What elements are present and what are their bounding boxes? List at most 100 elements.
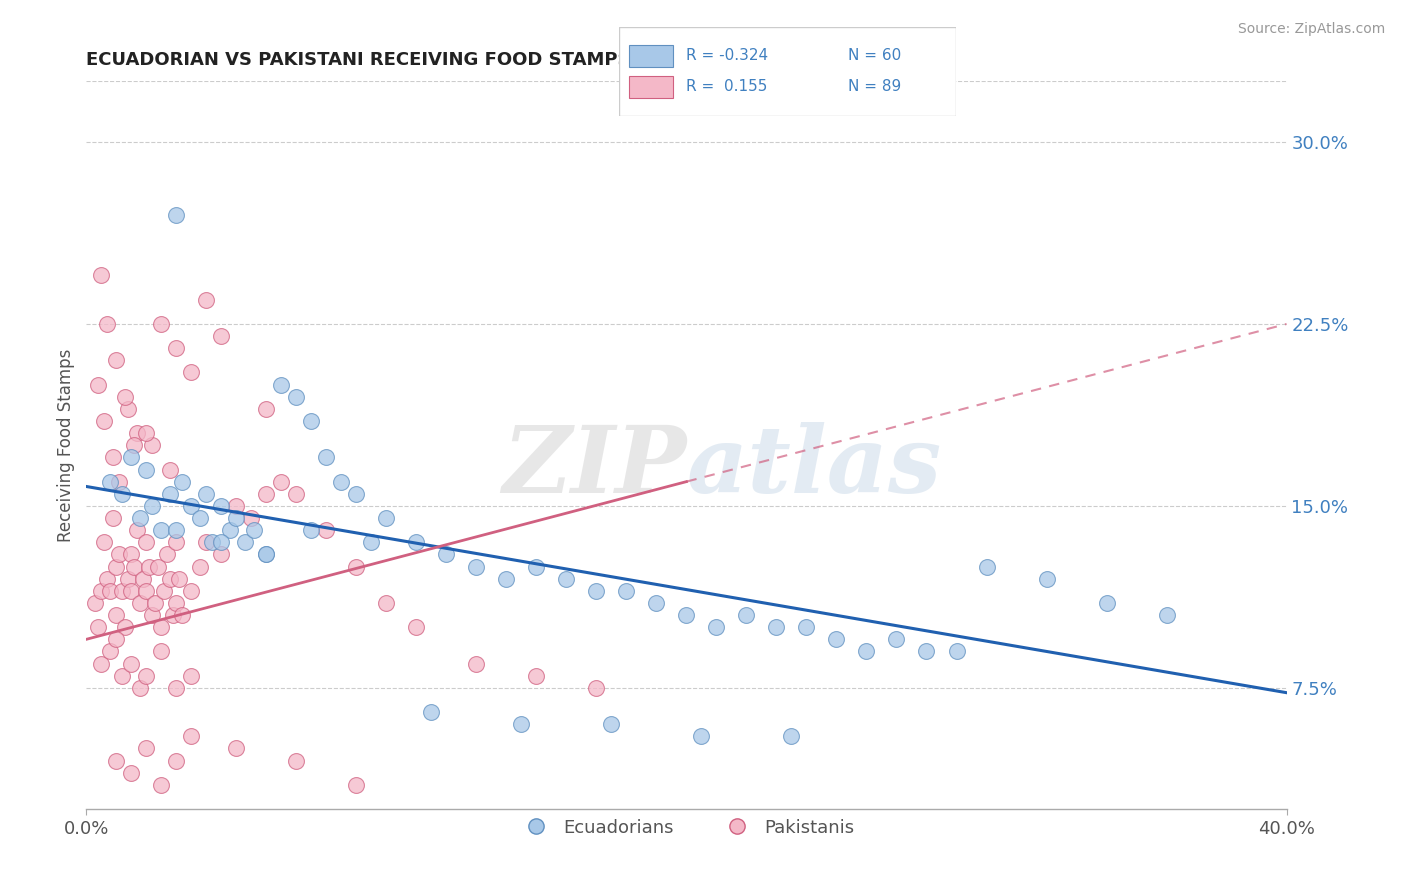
Point: [945, 644, 967, 658]
Text: R = -0.324: R = -0.324: [686, 48, 768, 62]
Point: [129, 681, 152, 695]
Point: [330, 475, 353, 489]
Point: [315, 523, 337, 537]
Point: [127, 523, 149, 537]
Point: [180, 366, 202, 380]
Point: [129, 511, 152, 525]
Point: [150, 317, 173, 331]
Point: [825, 632, 848, 647]
Point: [600, 717, 623, 731]
Point: [344, 487, 367, 501]
Point: [103, 511, 125, 525]
Point: [225, 741, 247, 756]
Point: [675, 608, 697, 623]
Point: [124, 438, 146, 452]
Point: [706, 620, 728, 634]
Point: [165, 681, 187, 695]
Point: [270, 377, 292, 392]
Point: [195, 487, 218, 501]
Point: [153, 583, 176, 598]
Point: [150, 778, 173, 792]
Point: [585, 583, 607, 598]
Point: [96, 572, 118, 586]
Point: [150, 523, 173, 537]
Point: [172, 608, 194, 623]
Point: [315, 450, 337, 465]
Point: [165, 208, 187, 222]
Text: N = 60: N = 60: [848, 48, 901, 62]
Point: [150, 620, 173, 634]
Point: [111, 583, 134, 598]
Point: [285, 754, 308, 768]
Point: [98, 475, 121, 489]
Point: [111, 669, 134, 683]
Point: [209, 535, 232, 549]
Point: [180, 499, 202, 513]
Point: [465, 559, 488, 574]
Point: [180, 730, 202, 744]
Point: [735, 608, 758, 623]
Point: [796, 620, 818, 634]
Point: [141, 438, 163, 452]
Point: [135, 462, 157, 476]
Point: [209, 499, 232, 513]
Point: [120, 583, 142, 598]
Point: [120, 765, 142, 780]
Point: [159, 487, 181, 501]
Point: [120, 657, 142, 671]
Point: [87, 377, 110, 392]
Point: [172, 475, 194, 489]
Text: N = 89: N = 89: [848, 79, 901, 95]
Point: [90, 583, 112, 598]
Point: [138, 559, 160, 574]
Point: [148, 559, 170, 574]
Point: [120, 548, 142, 562]
Point: [225, 499, 247, 513]
Point: [765, 620, 787, 634]
Point: [124, 559, 146, 574]
Point: [93, 535, 115, 549]
Point: [344, 778, 367, 792]
Point: [114, 620, 136, 634]
Point: [159, 572, 181, 586]
Point: [495, 572, 517, 586]
Point: [254, 401, 277, 416]
Point: [105, 559, 128, 574]
Point: [420, 705, 443, 719]
Point: [156, 548, 179, 562]
Point: [108, 475, 131, 489]
Point: [375, 596, 398, 610]
Point: [465, 657, 488, 671]
Point: [690, 730, 713, 744]
Point: [344, 559, 367, 574]
Point: [254, 487, 277, 501]
Point: [915, 644, 938, 658]
Point: [855, 644, 877, 658]
Point: [1156, 608, 1178, 623]
Point: [105, 632, 128, 647]
Point: [108, 548, 131, 562]
Point: [98, 583, 121, 598]
Point: [299, 523, 322, 537]
Point: [285, 390, 308, 404]
Bar: [628, 76, 672, 98]
Point: [270, 475, 292, 489]
Point: [90, 657, 112, 671]
Point: [96, 317, 118, 331]
Point: [780, 730, 803, 744]
Point: [159, 462, 181, 476]
Point: [132, 572, 155, 586]
Point: [98, 644, 121, 658]
Point: [117, 401, 139, 416]
Point: [195, 293, 218, 307]
Point: [135, 535, 157, 549]
Point: [90, 268, 112, 283]
Point: [169, 572, 191, 586]
Bar: [628, 45, 672, 67]
Point: [225, 511, 247, 525]
Point: [555, 572, 578, 586]
Point: [585, 681, 607, 695]
Point: [405, 620, 427, 634]
Point: [114, 390, 136, 404]
Point: [188, 511, 211, 525]
